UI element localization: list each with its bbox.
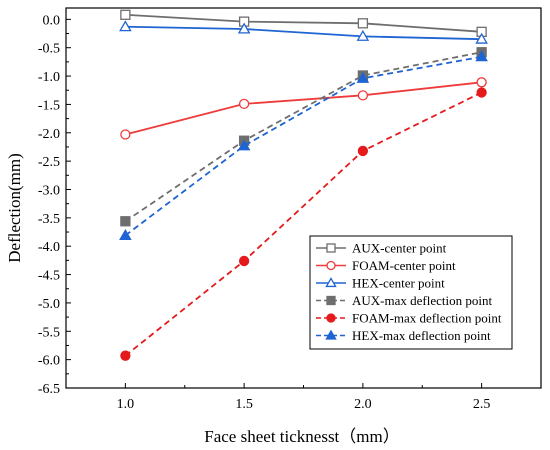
legend-item: FOAM-max deflection point — [316, 311, 502, 326]
legend-item: HEX-max deflection point — [316, 328, 491, 343]
legend-marker — [326, 243, 336, 253]
legend-item: FOAM-center point — [316, 258, 456, 273]
y-axis-title: Deflection(mm) — [5, 153, 24, 263]
series-line — [125, 25, 482, 41]
legend-marker — [326, 260, 336, 271]
y-tick-label: -3.0 — [38, 183, 60, 198]
y-tick-label: -1.0 — [38, 70, 60, 85]
y-tick-label: -2.5 — [38, 155, 60, 170]
x-axis-title: Face sheet ticknesst（mm） — [204, 427, 399, 446]
series-5 — [119, 50, 488, 240]
data-point — [238, 98, 250, 110]
data-point — [120, 216, 131, 227]
legend-marker — [326, 313, 336, 323]
series-line — [124, 91, 482, 357]
series-line — [125, 81, 482, 136]
data-point — [120, 129, 131, 140]
x-axis: 1.0 1.5 2.0 2.5 — [65, 383, 542, 412]
data-point — [476, 87, 487, 98]
series-line — [124, 55, 482, 237]
data-point — [120, 9, 131, 20]
legend-box — [309, 235, 513, 350]
legend-marker — [325, 277, 337, 288]
series-1 — [120, 77, 487, 140]
y-tick-label: -2.0 — [38, 127, 60, 142]
legend-item: HEX-center point — [316, 276, 445, 291]
data-point — [476, 77, 487, 88]
data-point — [238, 255, 250, 267]
y-tick-label: -4.0 — [38, 240, 60, 255]
x-tick-label: 1.0 — [117, 397, 135, 412]
legend-marker — [326, 295, 336, 306]
data-point — [237, 139, 251, 151]
series-2 — [119, 20, 488, 44]
y-tick-label: -1.5 — [38, 98, 60, 113]
legend: AUX-center point FOAM-center point HEX-cen… — [309, 235, 513, 350]
y-tick-label: -5.5 — [38, 325, 60, 340]
data-point — [357, 18, 369, 29]
series-layer — [119, 9, 488, 361]
legend-marker — [325, 329, 337, 340]
y-tick-label: -3.5 — [38, 212, 60, 227]
data-point — [357, 145, 369, 157]
legend-label: HEX-max deflection point — [352, 328, 491, 343]
legend-label: FOAM-max deflection point — [352, 311, 502, 326]
y-axis: 0.0 -0.5 -1.0 -1.5 -2.0 -2.5 -3.0 -3.5 -4.0 -4.5 -… — [38, 13, 71, 397]
legend-item: AUX-max deflection point — [316, 293, 492, 308]
legend-item: AUX-center point — [316, 241, 447, 256]
legend-label: FOAM-center point — [352, 258, 456, 273]
series-3 — [120, 47, 487, 227]
legend-label: AUX-max deflection point — [352, 293, 492, 308]
data-point — [119, 228, 132, 240]
x-tick-label: 2.5 — [473, 397, 491, 412]
data-point — [475, 50, 488, 62]
y-tick-label: -5.0 — [38, 297, 60, 312]
data-point — [475, 32, 488, 44]
legend-label: HEX-center point — [352, 276, 445, 291]
series-line — [125, 13, 482, 33]
data-point — [357, 90, 369, 101]
data-point — [119, 20, 132, 32]
y-tick-label: -0.5 — [38, 42, 60, 57]
y-tick-label: -4.5 — [38, 269, 60, 284]
legend-label: AUX-center point — [352, 241, 447, 256]
data-point — [120, 350, 131, 361]
data-point — [356, 71, 370, 83]
x-tick-label: 2.0 — [354, 397, 372, 412]
data-point — [356, 29, 370, 41]
data-point — [237, 22, 251, 34]
y-tick-label: -6.0 — [38, 354, 60, 369]
series-4 — [120, 87, 487, 361]
y-tick-label: -6.5 — [38, 382, 60, 397]
series-line — [124, 51, 482, 223]
x-tick-label: 1.5 — [235, 397, 253, 412]
y-tick-label: 0.0 — [43, 13, 61, 28]
